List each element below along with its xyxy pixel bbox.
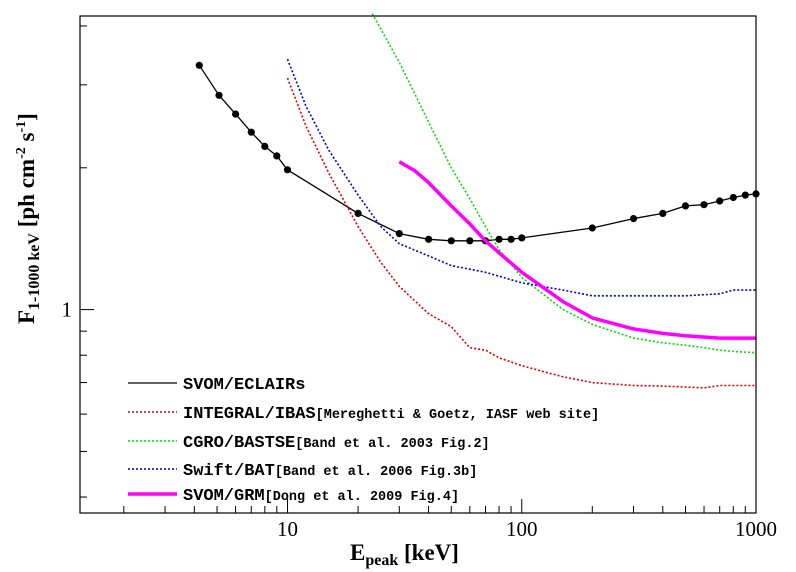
y-axis-title-unit-suffix: ]	[14, 113, 39, 121]
legend-series-name: SVOM/GRM	[183, 487, 265, 506]
legend-series-name: Swift/BAT	[183, 462, 275, 481]
y-tick-label: 1	[62, 298, 73, 322]
x-axis-title-main: E	[350, 540, 365, 565]
legend: SVOM/ECLAIRs INTEGRAL/IBAS[Mereghetti & G…	[128, 376, 599, 506]
data-point	[425, 235, 433, 243]
series-line	[286, 58, 756, 297]
data-point	[273, 152, 281, 160]
data-point	[629, 215, 638, 223]
tick-layer: 10 100 1000 1	[62, 25, 777, 541]
data-point	[729, 193, 737, 202]
data-point	[716, 197, 724, 205]
legend-entry: CGRO/BASTSE[Band et al. 2003 Fig.2]	[128, 434, 490, 453]
series-line	[371, 13, 757, 354]
legend-label: SVOM/ECLAIRs	[183, 376, 305, 395]
y-axis-title-unit-exp2: -1	[14, 121, 29, 133]
x-axis-title: Epeak [keV]	[350, 540, 459, 569]
y-axis-title-unit-exp1: -2	[14, 147, 29, 159]
series-swift-bat	[286, 58, 756, 297]
y-axis-title-sub: 1-1000 keV	[26, 233, 43, 310]
data-point	[466, 237, 474, 245]
legend-series-ref: [Band et al. 2006 Fig.3b]	[275, 465, 478, 480]
y-axis-title-main: F	[14, 310, 39, 324]
y-axis-title: F1-1000 keV [ph cm-2 s-1]	[14, 113, 43, 324]
legend-entry: INTEGRAL/IBAS[Mereghetti & Goetz, IASF w…	[128, 405, 599, 424]
legend-label: INTEGRAL/IBAS[Mereghetti & Goetz, IASF w…	[183, 405, 599, 424]
legend-series-name: CGRO/BASTSE	[183, 434, 295, 453]
data-point	[495, 235, 503, 243]
x-tick-label: 10	[277, 517, 298, 541]
legend-entry: SVOM/ECLAIRs	[128, 376, 305, 395]
legend-series-name: SVOM/ECLAIRs	[183, 376, 305, 395]
series-line	[398, 160, 756, 340]
data-point	[261, 142, 269, 150]
plot-frame	[79, 15, 757, 514]
data-point	[700, 201, 708, 209]
data-point	[232, 110, 240, 118]
data-point	[741, 191, 749, 199]
legend-series-ref: [Band et al. 2003 Fig.2]	[295, 437, 489, 452]
legend-series-ref: [Dong et al. 2009 Fig.4]	[265, 490, 459, 505]
x-tick-label: 1000	[735, 517, 777, 541]
legend-entry: Swift/BAT[Band et al. 2006 Fig.3b]	[128, 462, 477, 481]
data-point	[195, 61, 203, 69]
data-point	[283, 166, 292, 174]
y-axis-title-unit-mid: s	[14, 133, 39, 148]
data-point	[395, 230, 403, 238]
legend-label: CGRO/BASTSE[Band et al. 2003 Fig.2]	[183, 434, 490, 453]
series-line	[286, 77, 756, 389]
data-point	[507, 235, 515, 243]
series-integral-ibas	[286, 77, 756, 389]
legend-label: SVOM/GRM[Dong et al. 2009 Fig.4]	[183, 487, 459, 506]
data-point	[588, 224, 596, 232]
legend-series-ref: [Mereghetti & Goetz, IASF web site]	[316, 408, 600, 423]
data-point	[659, 209, 667, 217]
legend-entry: SVOM/GRM[Dong et al. 2009 Fig.4]	[128, 487, 459, 506]
data-point	[518, 234, 526, 242]
legend-series-name: INTEGRAL/IBAS	[183, 405, 316, 424]
series-svom-eclairs	[195, 61, 760, 245]
data-point	[215, 91, 223, 99]
data-point	[247, 128, 255, 136]
data-point	[447, 237, 455, 245]
legend-label: Swift/BAT[Band et al. 2006 Fig.3b]	[183, 462, 477, 481]
x-tick-label: 100	[506, 517, 538, 541]
x-axis-title-unit: [keV]	[398, 540, 459, 565]
y-axis-title-unit-prefix: [ph cm	[14, 159, 39, 233]
series-svom-grm	[398, 160, 756, 340]
series-layer	[195, 13, 760, 389]
series-cgro-bastse	[371, 13, 757, 354]
data-point	[354, 209, 362, 217]
data-point	[681, 202, 690, 210]
x-axis-title-sub: peak	[365, 552, 398, 569]
